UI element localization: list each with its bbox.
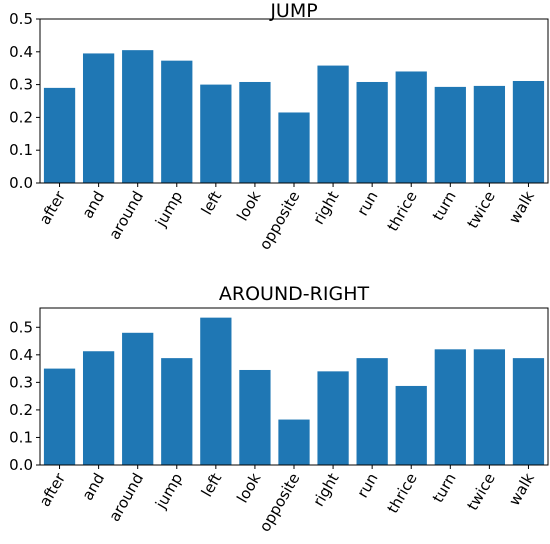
- bar-thrice: [395, 71, 427, 183]
- y-tick-label: 0.5: [9, 10, 33, 28]
- bar-turn: [434, 349, 466, 465]
- chart-title: AROUND-RIGHT: [219, 283, 370, 305]
- bar-and: [82, 53, 115, 183]
- bar-walk: [512, 358, 545, 465]
- x-tick-label: right: [309, 188, 342, 228]
- bar-jump: [161, 358, 193, 465]
- x-tick-label: and: [78, 470, 108, 503]
- bar-turn: [434, 86, 466, 183]
- bar-left: [200, 84, 232, 183]
- y-tick-label: 0.1: [9, 428, 33, 446]
- y-tick-label: 0.2: [9, 401, 33, 419]
- y-tick-label: 0.3: [9, 76, 33, 94]
- x-tick-label: look: [233, 470, 264, 506]
- chart-panel-around-right: AROUND-RIGHT 0.0 0.1 0.2 0.3 0.4 0.5 after andar…: [9, 283, 549, 535]
- bar-thrice: [395, 385, 427, 465]
- x-tick-label: walk: [505, 470, 538, 509]
- x-tick-label: around: [105, 470, 147, 525]
- x-tick-label: run: [353, 470, 381, 501]
- bar-opposite: [278, 419, 310, 465]
- x-tick-label: turn: [429, 470, 460, 506]
- bar-and: [82, 351, 115, 465]
- bar-after: [43, 368, 76, 465]
- x-tick-label: after: [36, 187, 70, 227]
- x-tick-label: look: [233, 188, 264, 224]
- bar-left: [200, 317, 232, 465]
- x-tick-label: twice: [463, 470, 498, 513]
- bar-right: [317, 371, 349, 465]
- bar-run: [356, 358, 388, 465]
- x-tick-label: jump: [151, 470, 186, 513]
- x-tick-label: left: [198, 188, 226, 218]
- x-tick-label: run: [353, 188, 381, 219]
- x-tick-label: and: [78, 188, 108, 221]
- bar-twice: [473, 349, 506, 465]
- x-tick-label: right: [309, 470, 342, 510]
- bar-run: [356, 81, 388, 183]
- bar-around: [122, 50, 154, 183]
- bar-around: [122, 332, 154, 465]
- x-tick-label: left: [198, 470, 226, 500]
- y-tick-label: 0.2: [9, 108, 33, 126]
- y-tick-label: 0.3: [9, 373, 33, 391]
- y-tick-label: 0.0: [9, 174, 33, 192]
- y-tick-label: 0.1: [9, 141, 33, 159]
- x-tick-label: twice: [463, 188, 498, 231]
- x-tick-label: after: [36, 469, 70, 509]
- x-tick-label: jump: [151, 188, 186, 231]
- y-tick-label: 0.4: [9, 346, 33, 364]
- bar-twice: [473, 85, 506, 183]
- x-tick-label: walk: [505, 188, 538, 227]
- bar-right: [317, 65, 349, 183]
- bar-jump: [161, 60, 193, 183]
- y-tick-label: 0.5: [9, 318, 33, 336]
- bar-walk: [512, 80, 545, 183]
- x-tick-label: thrice: [384, 470, 421, 516]
- bar-look: [239, 81, 271, 183]
- bar-after: [43, 87, 76, 183]
- x-tick-label: turn: [429, 188, 460, 224]
- x-tick-label: thrice: [384, 188, 421, 234]
- y-tick-label: 0.0: [9, 456, 33, 474]
- bar-look: [239, 369, 271, 465]
- x-tick-label: around: [105, 188, 147, 243]
- chart-title: JUMP: [269, 0, 317, 22]
- y-tick-label: 0.4: [9, 43, 33, 61]
- bar-opposite: [278, 112, 310, 183]
